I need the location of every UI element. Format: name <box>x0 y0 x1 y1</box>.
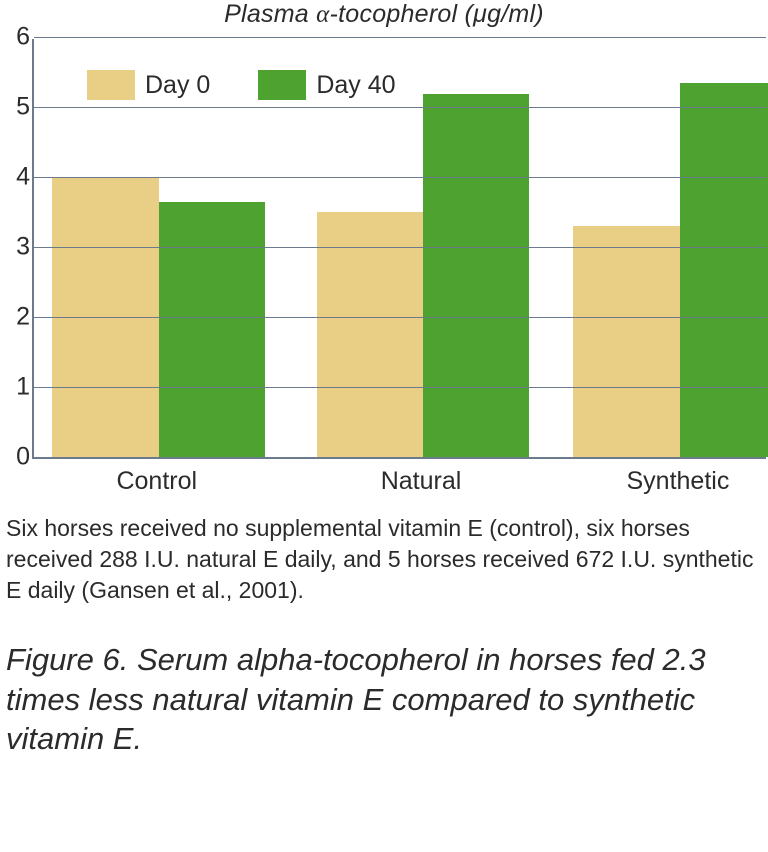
x-tick-label: Control <box>116 467 197 496</box>
gridline <box>34 37 766 38</box>
legend: Day 0 Day 40 <box>87 70 396 100</box>
figure-caption: Figure 6. Serum alpha-tocopherol in hors… <box>6 640 756 759</box>
chart-container: Plasma α-tocopherol (μg/ml) Day 0 Day 40… <box>0 0 768 495</box>
plot-area: 0123456 <box>32 39 766 459</box>
gridline <box>34 177 766 178</box>
x-axis-labels: Control Natural Synthetic <box>32 459 766 495</box>
legend-item-0: Day 0 <box>87 70 210 100</box>
y-tick-label: 3 <box>6 233 30 262</box>
chart-title-suffix: -tocopherol (μg/ml) <box>330 0 544 28</box>
bar <box>423 94 529 457</box>
legend-item-1: Day 40 <box>258 70 395 100</box>
gridline <box>34 317 766 318</box>
gridline <box>34 247 766 248</box>
chart-title: Plasma α-tocopherol (μg/ml) <box>0 0 768 29</box>
gridline <box>34 107 766 108</box>
chart-title-prefix: Plasma <box>224 0 316 28</box>
x-tick-label: Synthetic <box>626 467 729 496</box>
y-tick-label: 4 <box>6 163 30 192</box>
bar <box>573 226 679 457</box>
chart-footnote: Six horses received no supplemental vita… <box>6 513 756 606</box>
bar <box>680 83 768 458</box>
y-tick-label: 2 <box>6 303 30 332</box>
y-tick-label: 0 <box>6 443 30 472</box>
legend-swatch-1 <box>258 70 306 100</box>
bar <box>159 202 265 458</box>
y-tick-label: 1 <box>6 373 30 402</box>
bar <box>317 212 423 457</box>
legend-swatch-0 <box>87 70 135 100</box>
y-tick-label: 6 <box>6 23 30 52</box>
chart-title-alpha: α <box>316 1 329 28</box>
bars-layer <box>34 39 766 457</box>
x-tick-label: Natural <box>381 467 462 496</box>
gridline <box>34 387 766 388</box>
y-tick-label: 5 <box>6 93 30 122</box>
legend-label-0: Day 0 <box>145 71 210 100</box>
legend-label-1: Day 40 <box>316 71 395 100</box>
